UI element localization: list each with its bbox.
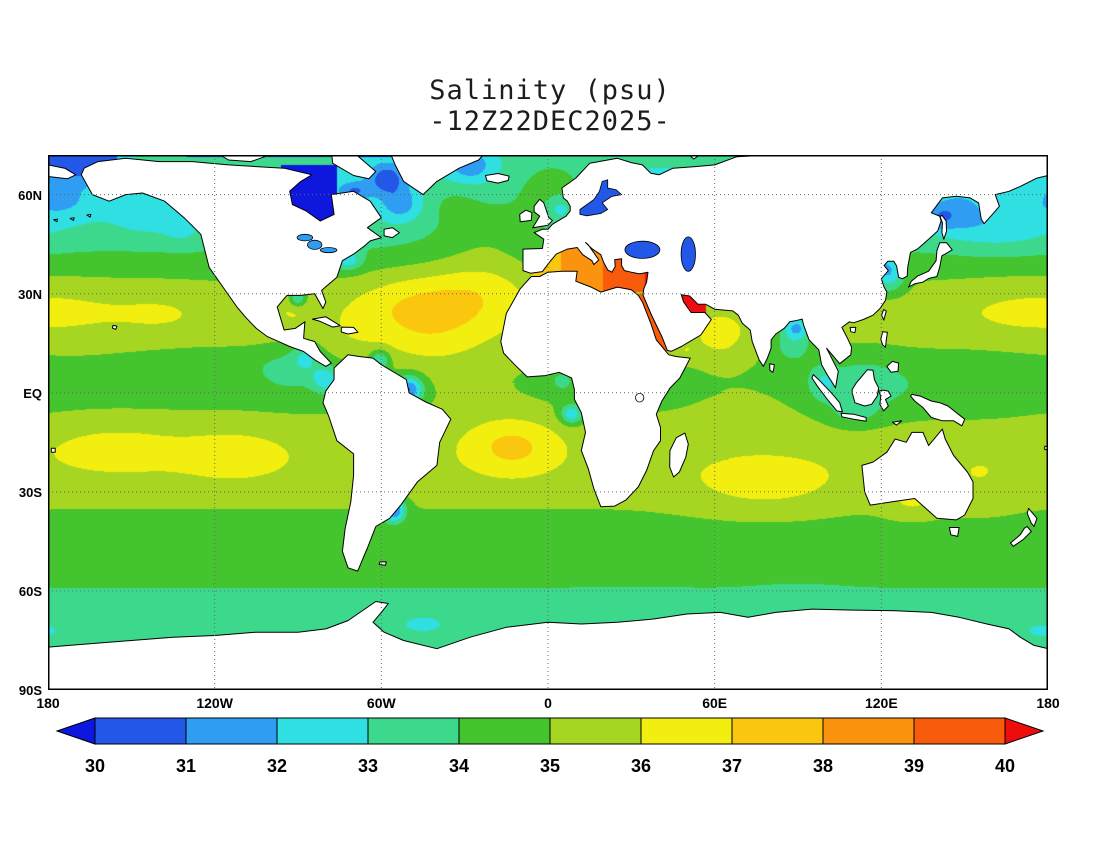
land-north-america [80, 157, 382, 367]
land-layer [48, 155, 1048, 690]
colorbar-under-arrow [55, 717, 96, 745]
land-hispaniola [340, 326, 359, 335]
map-overlay [48, 155, 1048, 690]
colorbar-tick-label-31: 31 [176, 756, 196, 776]
colorbar-tick-label-36: 36 [631, 756, 651, 776]
land-taiwan [881, 309, 887, 321]
land-java [840, 412, 867, 422]
colorbar-tick-label-40: 40 [995, 756, 1015, 776]
lat-tick-label-60N: 60N [18, 187, 42, 203]
land-iceland [485, 173, 510, 184]
land-borneo [851, 369, 880, 407]
land-luzon [880, 331, 888, 348]
colorbar-segment-33-34 [367, 717, 460, 745]
chart-title: Salinity (psu) [429, 75, 671, 106]
colorbar-segment-36-37 [640, 717, 733, 745]
lon-tick-label-120E-e: 120E [864, 695, 898, 711]
land-madagascar [669, 432, 689, 478]
colorbar-segment-39-40 [913, 717, 1006, 745]
lake-baltic-sea [579, 179, 623, 217]
lon-tick-label-120W-w: 120W [196, 695, 233, 711]
lon-tick-label-0-e: 0 [544, 695, 552, 711]
lakes-layer [296, 179, 696, 403]
colorbar-segment-32-33 [276, 717, 369, 745]
lake-lake-superior [296, 233, 314, 242]
lon-tick-label-180-w: 180 [36, 695, 60, 711]
land-hainan [849, 326, 857, 334]
colorbar-tick-label-34: 34 [449, 756, 469, 776]
land-mindanao [886, 360, 900, 373]
land-chukotka-west [48, 164, 77, 180]
land-tasmania [948, 527, 960, 537]
colorbar-tick-label-35: 35 [540, 756, 560, 776]
colorbar-tick-label-32: 32 [267, 756, 287, 776]
colorbar: 30 31 32 33 34 35 36 37 38 39 40 [55, 717, 1045, 776]
map-plot-area [48, 155, 1048, 690]
colorbar-segment-38-39 [822, 717, 915, 745]
colorbar-segment-37-38 [731, 717, 824, 745]
land-falklands [378, 561, 387, 566]
land-new-zealand-south [1010, 526, 1032, 547]
land-newfoundland [383, 227, 400, 239]
land-australia [861, 428, 974, 521]
land-ireland [519, 209, 533, 223]
land-aleutian-2 [69, 217, 75, 221]
lake-black-sea [624, 240, 661, 259]
land-cuba [311, 316, 341, 328]
lon-tick-label-60W-w: 60W [366, 695, 396, 711]
lake-caspian-sea [680, 236, 696, 272]
colorbar-tick-label-39: 39 [904, 756, 924, 776]
land-new-guinea [910, 393, 966, 427]
lon-tick-label-60E-e: 60E [702, 695, 728, 711]
land-great-britain [532, 198, 553, 229]
land-fiji-west [50, 447, 56, 453]
chart-subtitle: -12Z22DEC2025- [429, 106, 671, 137]
land-baffin-island [331, 155, 377, 180]
land-antarctica [48, 601, 1048, 690]
lake-lake-erie-ontario [319, 247, 338, 254]
land-eurasia [522, 155, 1048, 389]
land-greenland [390, 155, 484, 196]
colorbar-segment-35-36 [549, 717, 642, 745]
lat-tick-label-30N: 30N [18, 286, 42, 302]
lon-tick-label-180-e: 180 [1036, 695, 1060, 711]
land-hawaii [111, 324, 118, 330]
colorbar-tick-label-38: 38 [813, 756, 833, 776]
land-south-america [322, 354, 452, 572]
land-africa [500, 270, 691, 508]
colorbar-segment-31-32 [185, 717, 278, 745]
colorbar-tick-label-33: 33 [358, 756, 378, 776]
land-japan [908, 242, 953, 288]
lake-lake-victoria [635, 392, 645, 403]
map-frame [48, 155, 1048, 690]
land-sumatra [811, 374, 843, 413]
lat-tick-label-90S: 90S [18, 683, 42, 698]
land-new-zealand-north [1026, 507, 1038, 527]
land-aleutian-1 [53, 218, 58, 223]
land-aleutian-3 [86, 213, 92, 218]
land-sri-lanka [769, 363, 775, 373]
colorbar-tick-label-30: 30 [85, 756, 105, 776]
land-timor [891, 420, 903, 426]
colorbar-segment-34-35 [458, 717, 551, 745]
grid-layer [48, 155, 1048, 690]
lat-tick-label-EQ: EQ [23, 385, 42, 401]
chart-title-block: Salinity (psu) -12Z22DEC2025- [0, 76, 1100, 138]
colorbar-segment-30-31 [94, 717, 187, 745]
lat-tick-label-60S: 60S [18, 583, 42, 599]
land-victoria-island [219, 155, 266, 163]
colorbar-over-arrow [1004, 717, 1045, 745]
lake-lake-michigan-huron [307, 239, 323, 250]
land-sakhalin [939, 214, 948, 240]
lat-tick-label-30S: 30S [18, 484, 42, 500]
colorbar-tick-label-37: 37 [722, 756, 742, 776]
